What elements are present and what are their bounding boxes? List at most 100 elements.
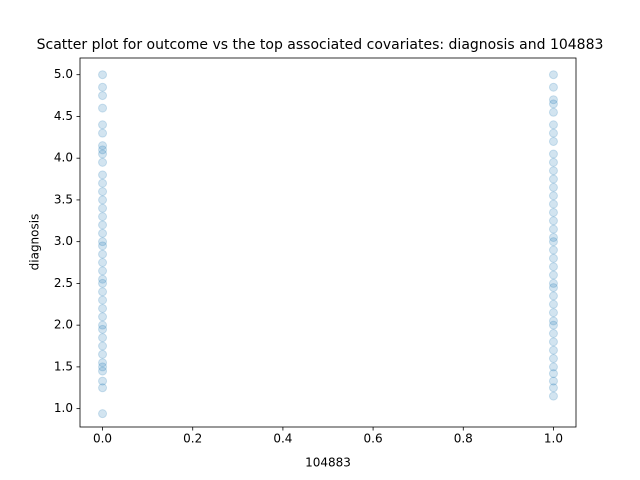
point xyxy=(548,391,558,401)
point xyxy=(548,191,558,201)
point xyxy=(548,232,558,242)
point xyxy=(98,157,108,167)
point xyxy=(548,383,558,393)
point xyxy=(98,324,108,334)
point xyxy=(98,362,108,372)
point xyxy=(98,70,108,80)
x-tick-label: 0.2 xyxy=(183,432,202,446)
x-tick-label: 0.8 xyxy=(454,432,473,446)
point xyxy=(98,383,108,393)
point xyxy=(548,82,558,92)
point xyxy=(548,99,558,109)
point xyxy=(548,354,558,364)
y-tick-label: 4.5 xyxy=(54,109,73,123)
point xyxy=(98,249,108,259)
point xyxy=(98,187,108,197)
point xyxy=(548,278,558,288)
y-tick-label: 1.5 xyxy=(54,359,73,373)
point xyxy=(98,82,108,92)
point xyxy=(548,369,558,379)
chart-title: Scatter plot for outcome vs the top asso… xyxy=(37,37,604,53)
point xyxy=(548,262,558,272)
point xyxy=(98,141,108,151)
point xyxy=(98,145,108,155)
point xyxy=(548,362,558,372)
x-tick-label: 0.6 xyxy=(364,432,383,446)
point xyxy=(98,333,108,343)
point xyxy=(548,376,558,386)
x-tick-label: 0.0 xyxy=(93,432,112,446)
point xyxy=(98,366,108,376)
point xyxy=(548,337,558,347)
point xyxy=(548,237,558,247)
y-tick-label: 1.0 xyxy=(54,401,73,415)
point xyxy=(548,199,558,209)
y-tick-label: 2.0 xyxy=(54,318,73,332)
y-tick-label: 3.0 xyxy=(54,234,73,248)
point xyxy=(548,95,558,105)
y-tick-label: 3.5 xyxy=(54,192,73,206)
point xyxy=(548,216,558,226)
y-tick-label: 5.0 xyxy=(54,67,73,81)
plot-frame xyxy=(79,57,577,428)
point xyxy=(98,241,108,251)
point xyxy=(98,103,108,113)
y-axis-label: diagnosis xyxy=(28,214,42,271)
point xyxy=(548,245,558,255)
point xyxy=(98,149,108,159)
point xyxy=(98,212,108,222)
x-tick-label: 0.4 xyxy=(273,432,292,446)
y-tick-label: 4.0 xyxy=(54,151,73,165)
point xyxy=(548,70,558,80)
point xyxy=(98,203,108,213)
point xyxy=(548,224,558,234)
point xyxy=(548,328,558,338)
point xyxy=(548,149,558,159)
point xyxy=(98,120,108,130)
point xyxy=(548,128,558,138)
point xyxy=(98,287,108,297)
point xyxy=(98,409,108,419)
point xyxy=(548,166,558,176)
point xyxy=(98,228,108,238)
point xyxy=(98,220,108,230)
point xyxy=(98,178,108,188)
point xyxy=(548,283,558,293)
point xyxy=(98,266,108,276)
point xyxy=(98,358,108,368)
point xyxy=(98,349,108,359)
point xyxy=(548,107,558,117)
y-tick-label: 2.5 xyxy=(54,276,73,290)
point xyxy=(98,376,108,386)
point xyxy=(548,291,558,301)
point xyxy=(548,174,558,184)
point xyxy=(98,237,108,247)
x-axis-label: 104883 xyxy=(305,456,351,470)
point xyxy=(548,136,558,146)
point xyxy=(98,320,108,330)
point xyxy=(98,195,108,205)
point xyxy=(548,299,558,309)
point xyxy=(98,274,108,284)
point xyxy=(98,341,108,351)
point xyxy=(98,128,108,138)
point xyxy=(548,253,558,263)
point xyxy=(548,207,558,217)
x-tick-label: 1.0 xyxy=(544,432,563,446)
point xyxy=(548,308,558,318)
point xyxy=(98,303,108,313)
point xyxy=(98,258,108,268)
point xyxy=(548,270,558,280)
point xyxy=(548,316,558,326)
point xyxy=(548,120,558,130)
point xyxy=(98,312,108,322)
point xyxy=(548,320,558,330)
point xyxy=(98,91,108,101)
point xyxy=(98,295,108,305)
point xyxy=(548,182,558,192)
point xyxy=(548,157,558,167)
point xyxy=(98,170,108,180)
point xyxy=(98,278,108,288)
